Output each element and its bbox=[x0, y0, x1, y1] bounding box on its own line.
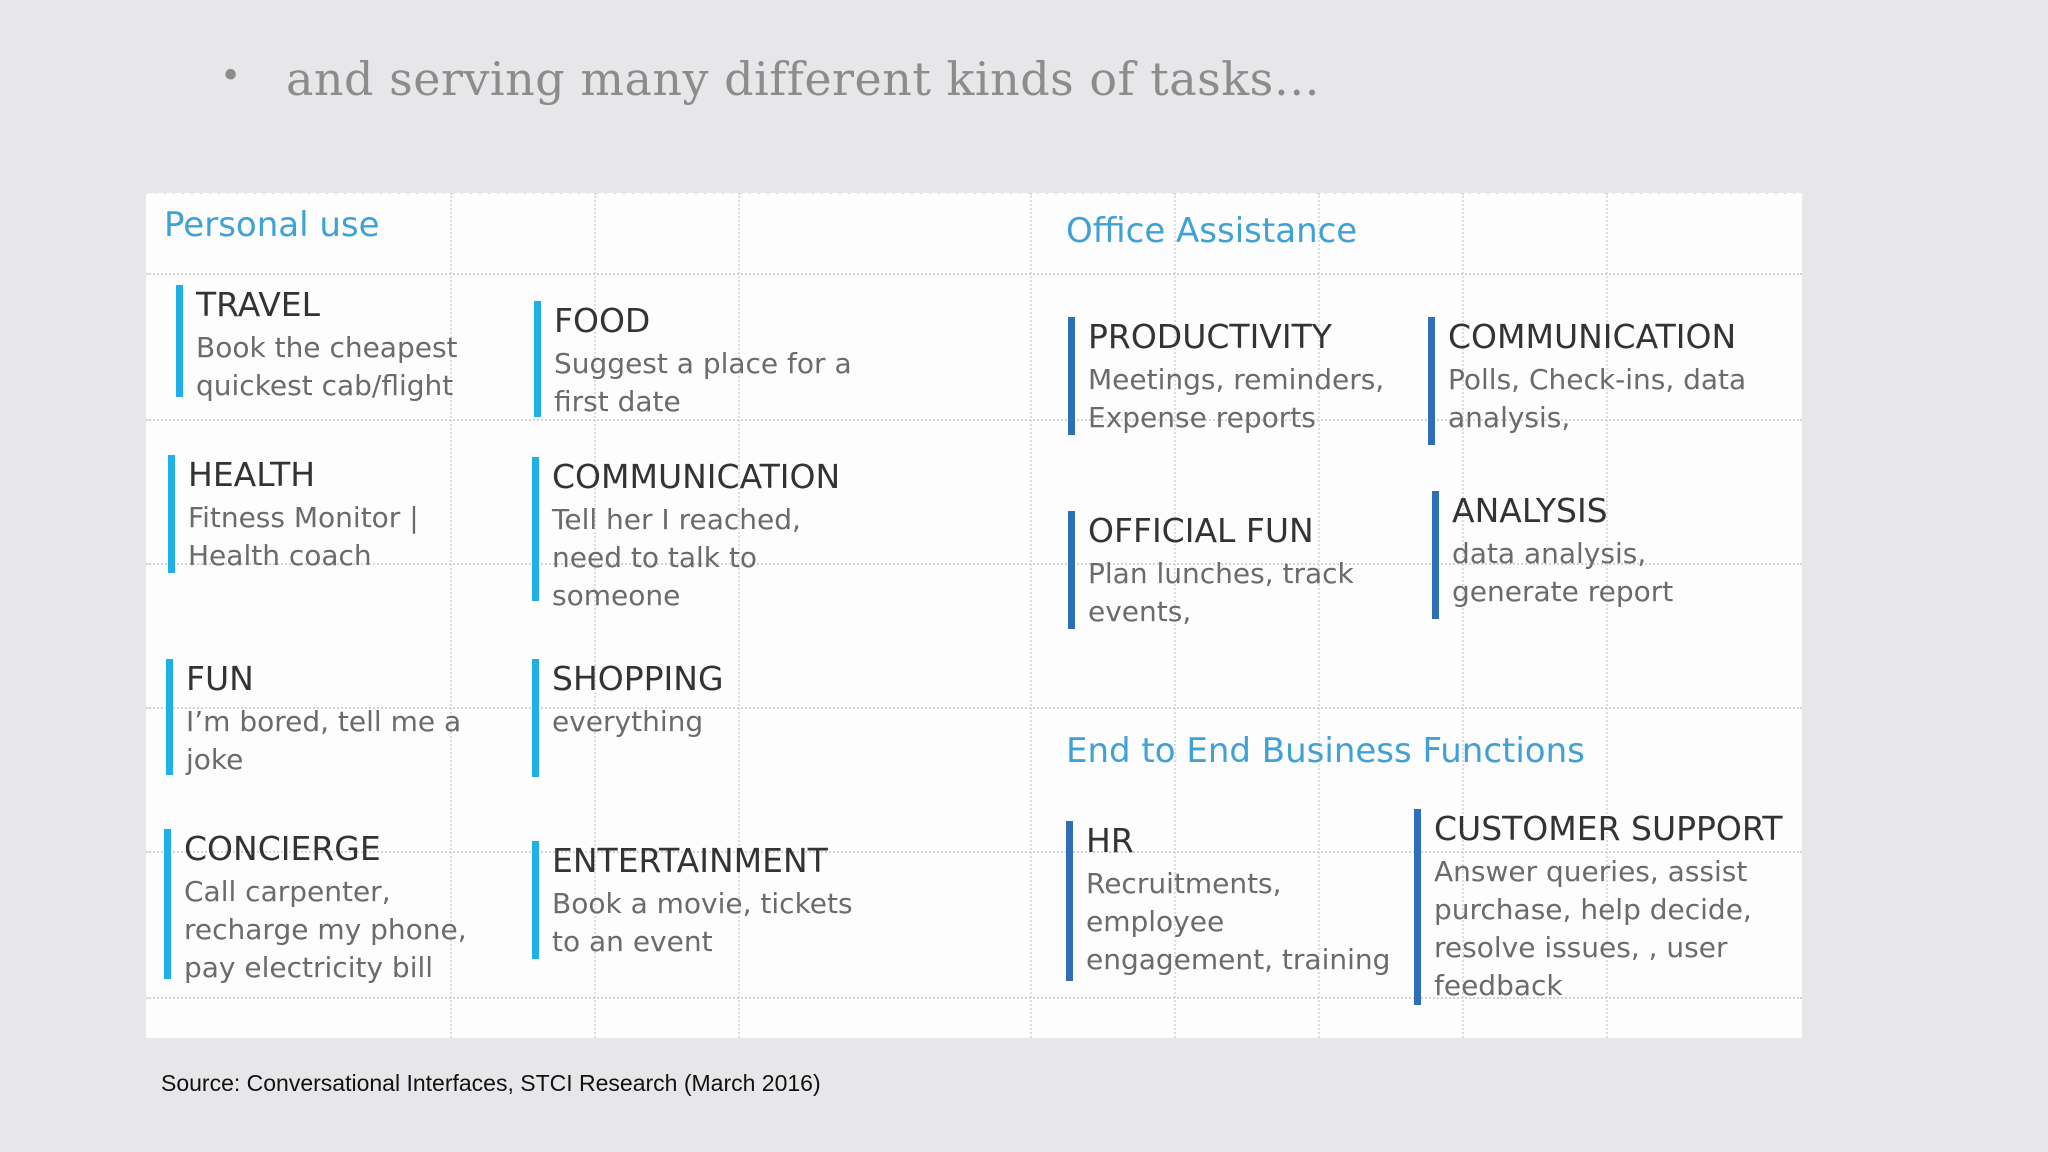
tile-description: everything bbox=[552, 705, 704, 738]
tile-heading: OFFICIAL FUN bbox=[1088, 511, 1314, 550]
tile-bar bbox=[164, 829, 171, 979]
slide-bullet: • and serving many different kinds of ta… bbox=[220, 52, 1321, 106]
grid-line bbox=[146, 997, 1802, 999]
grid-line bbox=[146, 851, 1802, 853]
use-cases-panel: Personal use TRAVEL Book the cheapest qu… bbox=[146, 193, 1802, 1038]
tile-bar bbox=[532, 659, 539, 777]
slide-bullet-text: and serving many different kinds of task… bbox=[286, 52, 1321, 106]
tile-heading: PRODUCTIVITY bbox=[1088, 317, 1332, 356]
tile-bar bbox=[168, 455, 175, 573]
tile-heading: CUSTOMER SUPPORT bbox=[1434, 809, 1783, 848]
tile-official-fun: OFFICIAL FUN Plan lunches, track events, bbox=[1068, 511, 1398, 629]
tile-heading: FOOD bbox=[554, 301, 651, 340]
tile-description: Call carpenter, recharge my phone, pay e… bbox=[184, 875, 467, 984]
tile-bar bbox=[166, 659, 173, 775]
tile-description: Recruitments, employee engagement, train… bbox=[1086, 867, 1391, 976]
tile-heading: COMMUNICATION bbox=[1448, 317, 1737, 356]
tile-description: Suggest a place for a first date bbox=[554, 347, 852, 418]
tile-shopping: SHOPPING everything bbox=[532, 659, 852, 777]
tile-heading: HR bbox=[1086, 821, 1134, 860]
tile-concierge: CONCIERGE Call carpenter, recharge my ph… bbox=[164, 829, 484, 984]
tile-description: Book a movie, tickets to an event bbox=[552, 887, 853, 958]
grid-line bbox=[1606, 193, 1608, 1038]
tile-description: Meetings, reminders, Expense reports bbox=[1088, 363, 1385, 434]
tile-description: Answer queries, assist purchase, help de… bbox=[1434, 855, 1752, 1002]
grid-line bbox=[1174, 193, 1176, 1038]
tile-bar bbox=[1414, 809, 1421, 1005]
source-citation: Source: Conversational Interfaces, STCI … bbox=[161, 1070, 821, 1096]
grid-line bbox=[1318, 193, 1320, 1038]
tile-description: Book the cheapest quickest cab/flight bbox=[196, 331, 458, 402]
tile-heading: COMMUNICATION bbox=[552, 457, 841, 496]
grid-line bbox=[1462, 193, 1464, 1038]
grid-line bbox=[146, 419, 1802, 421]
tile-bar bbox=[1428, 317, 1435, 445]
tile-description: Plan lunches, track events, bbox=[1088, 557, 1354, 628]
tile-bar bbox=[1068, 317, 1075, 435]
tile-productivity: PRODUCTIVITY Meetings, reminders, Expens… bbox=[1068, 317, 1418, 435]
grid-line bbox=[738, 193, 740, 1038]
tile-travel: TRAVEL Book the cheapest quickest cab/fl… bbox=[176, 285, 496, 402]
bullet-dot: • bbox=[220, 56, 242, 97]
tile-bar bbox=[1432, 491, 1439, 619]
tile-customer-support: CUSTOMER SUPPORT Answer queries, assist … bbox=[1414, 809, 1784, 1005]
tile-bar bbox=[534, 301, 541, 417]
tile-health: HEALTH Fitness Monitor | Health coach bbox=[168, 455, 448, 573]
tile-bar bbox=[532, 841, 539, 959]
tile-analysis: ANALYSIS data analysis, generate report bbox=[1432, 491, 1752, 619]
grid-line bbox=[146, 707, 1802, 709]
tile-bar bbox=[176, 285, 183, 397]
tile-hr: HR Recruitments, employee engagement, tr… bbox=[1066, 821, 1406, 981]
tile-description: I’m bored, tell me a joke bbox=[186, 705, 462, 776]
tile-food: FOOD Suggest a place for a first date bbox=[534, 301, 864, 418]
tile-heading: FUN bbox=[186, 659, 254, 698]
grid-line bbox=[450, 193, 452, 1038]
tile-heading: CONCIERGE bbox=[184, 829, 381, 868]
tile-bar bbox=[1066, 821, 1073, 981]
grid-line bbox=[146, 563, 1802, 565]
section-title-personal: Personal use bbox=[164, 205, 380, 245]
tile-heading: TRAVEL bbox=[196, 285, 321, 324]
tile-heading: SHOPPING bbox=[552, 659, 724, 698]
section-title-business: End to End Business Functions bbox=[1066, 731, 1585, 771]
grid-line bbox=[1030, 193, 1032, 1038]
tile-entertainment: ENTERTAINMENT Book a movie, tickets to a… bbox=[532, 841, 872, 959]
tile-bar bbox=[1068, 511, 1075, 629]
tile-heading: ENTERTAINMENT bbox=[552, 841, 828, 880]
tile-communication-office: COMMUNICATION Polls, Check-ins, data ana… bbox=[1428, 317, 1788, 445]
tile-description: Tell her I reached, need to talk to some… bbox=[552, 503, 801, 612]
tile-fun: FUN I’m bored, tell me a joke bbox=[166, 659, 466, 776]
grid-line bbox=[146, 273, 1802, 275]
section-title-office: Office Assistance bbox=[1066, 211, 1358, 251]
tile-description: data analysis, generate report bbox=[1452, 537, 1674, 608]
tile-bar bbox=[532, 457, 539, 601]
grid-line bbox=[594, 193, 596, 1038]
tile-description: Polls, Check-ins, data analysis, bbox=[1448, 363, 1747, 434]
tile-heading: ANALYSIS bbox=[1452, 491, 1608, 530]
tile-heading: HEALTH bbox=[188, 455, 316, 494]
tile-description: Fitness Monitor | Health coach bbox=[188, 501, 419, 572]
tile-communication-personal: COMMUNICATION Tell her I reached, need t… bbox=[532, 457, 852, 612]
